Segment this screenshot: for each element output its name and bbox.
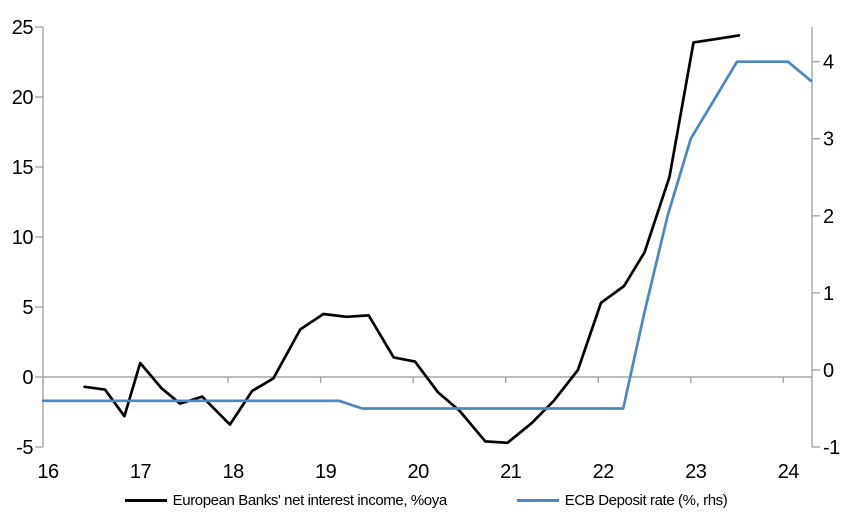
legend-swatch-black-line	[124, 499, 167, 502]
left-axis-tick-label: 5	[22, 297, 33, 319]
left-axis-tick-label: 0	[22, 367, 33, 389]
left-axis-tick-label: 15	[12, 157, 34, 179]
x-axis-tick-label: 22	[593, 461, 615, 483]
right-axis-tick-label: 3	[823, 129, 834, 151]
left-axis-tick-label: -5	[16, 437, 33, 459]
legend-item-net-interest-income: European Banks' net interest income, %oy…	[124, 492, 448, 509]
right-axis-tick-label: 4	[823, 52, 834, 74]
legend-item-ecb-deposit-rate: ECB Deposit rate (%, rhs)	[516, 492, 728, 509]
legend-label-net-interest-income: European Banks' net interest income, %oy…	[172, 492, 448, 509]
left-axis-tick-label: 10	[12, 227, 34, 249]
right-axis-tick-label: 0	[823, 360, 834, 382]
x-axis-tick-label: 16	[37, 461, 59, 483]
left-axis-tick-label: 20	[12, 87, 34, 109]
right-axis-tick-label: 2	[823, 206, 834, 228]
x-axis-tick-label: 19	[315, 461, 337, 483]
x-axis-tick-label: 23	[685, 461, 707, 483]
x-axis-tick-label: 21	[500, 461, 522, 483]
right-axis-tick-label: -1	[823, 437, 840, 459]
x-axis-tick-label: 20	[408, 461, 430, 483]
series-line-0	[83, 34, 741, 445]
legend-swatch-blue-line	[516, 499, 559, 502]
chart-legend: European Banks' net interest income, %oy…	[0, 492, 852, 509]
x-axis-tick-label: 18	[222, 461, 244, 483]
left-axis-tick-label: 25	[12, 17, 34, 39]
right-axis-tick-label: 1	[823, 283, 834, 305]
series-line-1	[41, 60, 813, 410]
x-axis-tick-label: 24	[778, 461, 800, 483]
x-axis-tick-label: 17	[130, 461, 152, 483]
legend-label-ecb-deposit-rate: ECB Deposit rate (%, rhs)	[564, 492, 728, 509]
